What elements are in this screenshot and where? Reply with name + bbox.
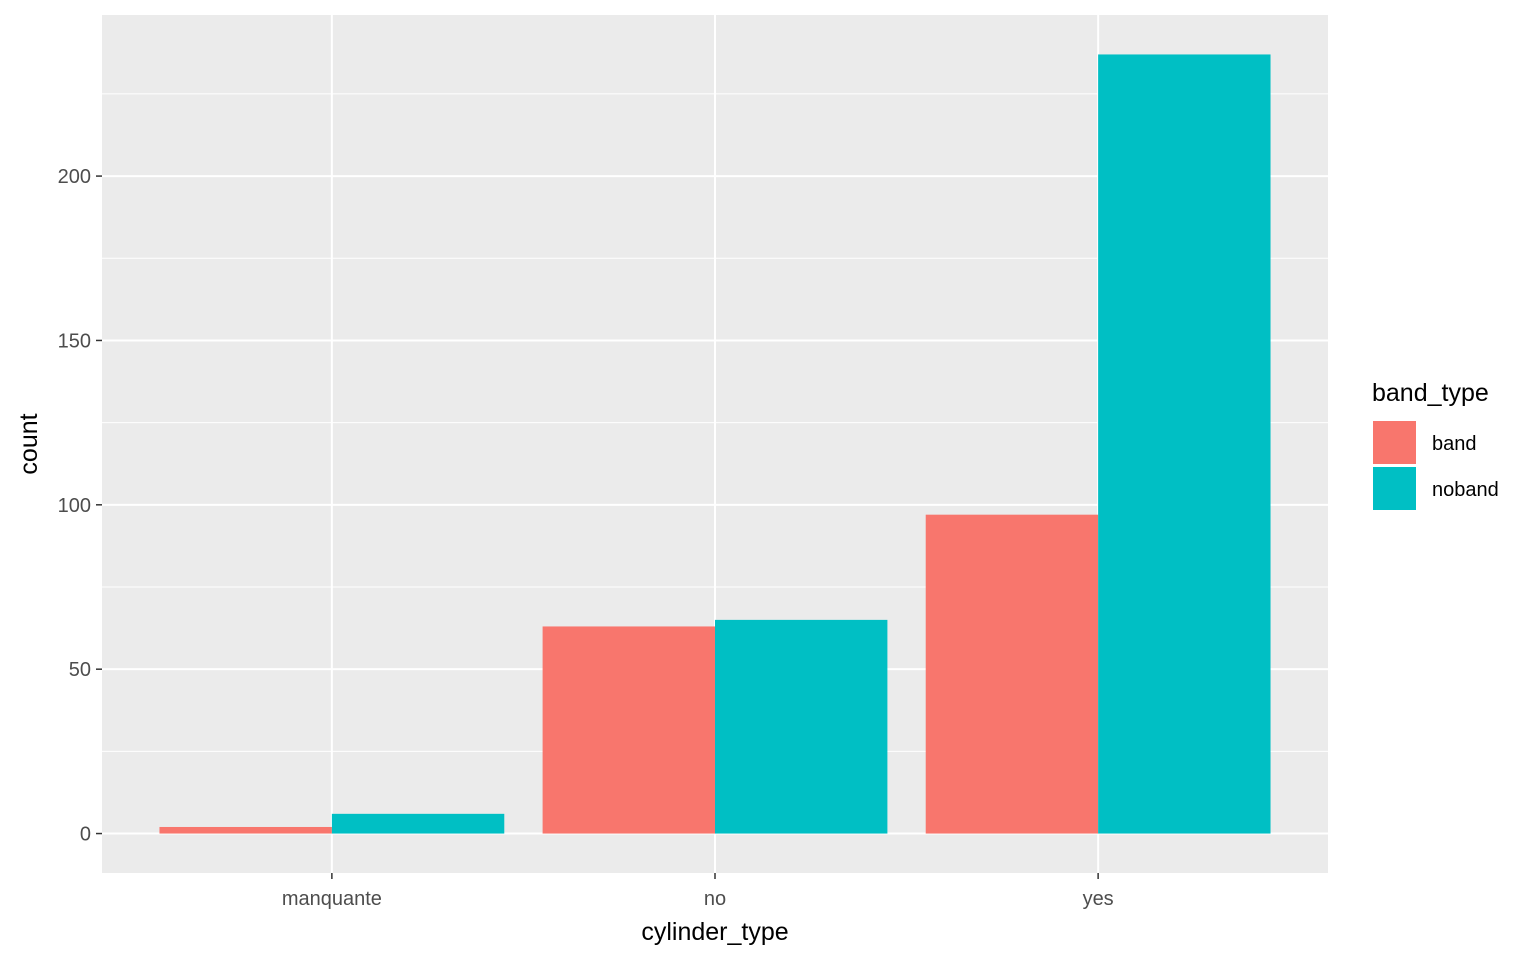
y-tick-label: 150 xyxy=(58,330,91,352)
y-axis: 0 50 100 150 200 xyxy=(58,166,102,846)
y-tick-label: 50 xyxy=(69,659,91,681)
bar-band-yes xyxy=(925,514,1099,834)
x-tick-label: manquante xyxy=(282,888,382,910)
y-tick-label: 200 xyxy=(58,166,91,188)
y-tick-label: 0 xyxy=(80,824,91,846)
bars-layer xyxy=(159,54,1271,834)
legend-label-band: band xyxy=(1432,433,1477,455)
legend-items: band noband xyxy=(1373,421,1499,510)
legend-key-noband xyxy=(1373,467,1416,510)
legend-key-band xyxy=(1373,421,1416,464)
legend-title: band_type xyxy=(1372,379,1489,407)
bar-band-no xyxy=(542,626,715,834)
legend-label-noband: noband xyxy=(1432,479,1499,501)
x-tick-label: yes xyxy=(1083,888,1114,910)
y-axis-title: count xyxy=(15,413,43,474)
bar-noband-no xyxy=(715,619,888,834)
legend: band_type band noband xyxy=(1372,379,1499,510)
x-tick-label: no xyxy=(704,888,726,910)
bar-noband-manquante xyxy=(331,813,505,834)
y-tick-label: 100 xyxy=(58,495,91,517)
bar-noband-yes xyxy=(1098,54,1271,834)
bar-band-manquante xyxy=(159,826,332,834)
x-axis-title: cylinder_type xyxy=(641,918,788,946)
x-axis: manquante no yes xyxy=(282,873,1114,910)
